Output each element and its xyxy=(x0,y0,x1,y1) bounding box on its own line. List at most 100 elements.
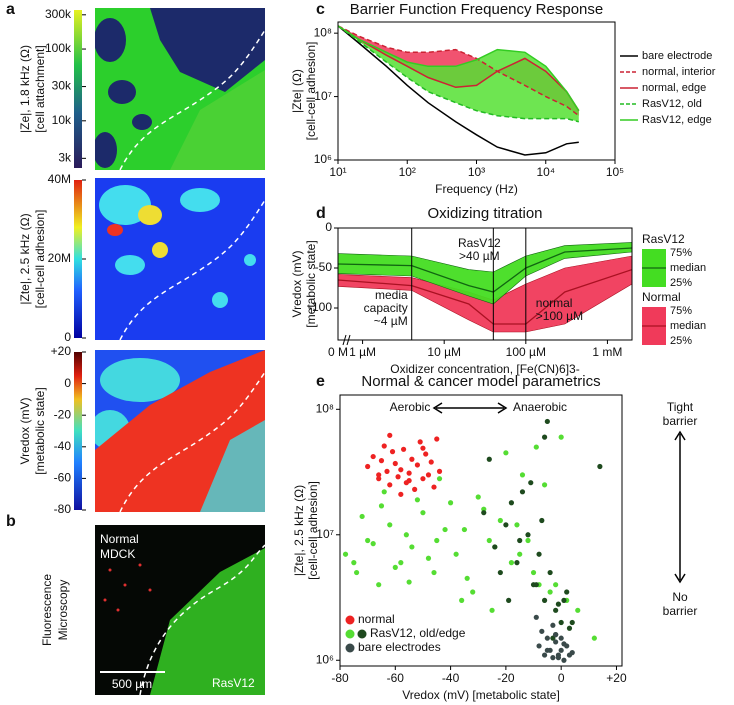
point xyxy=(597,463,603,470)
axis-label: [cell attachment] xyxy=(33,45,47,132)
point xyxy=(470,589,476,595)
x-tick-label: +20 xyxy=(606,671,627,685)
series-line xyxy=(338,25,580,117)
point xyxy=(409,544,415,550)
point xyxy=(558,647,564,653)
marks xyxy=(338,25,580,156)
point xyxy=(481,510,487,516)
chart-title: Barrier Function Frequency Response xyxy=(350,1,603,18)
colorbar-tick-label: 300k xyxy=(45,7,72,21)
marks xyxy=(342,418,603,663)
map-adhesion xyxy=(95,178,265,340)
x-tick-label: 10⁵ xyxy=(606,165,624,179)
x-tick-label: 1 µM xyxy=(349,345,376,359)
legend-label: normal xyxy=(358,612,395,626)
y-tick-label: 10⁸ xyxy=(316,401,334,415)
y-axis-label: |Zte| (Ω) xyxy=(290,69,304,113)
point xyxy=(398,467,404,473)
point xyxy=(539,517,545,524)
point xyxy=(398,560,404,566)
annotation: No xyxy=(672,590,688,604)
point xyxy=(420,476,426,482)
marks xyxy=(338,228,632,340)
point xyxy=(541,482,548,488)
point xyxy=(378,458,385,464)
point xyxy=(420,510,426,516)
colorbar-tick-label: 20M xyxy=(48,251,71,265)
point xyxy=(381,443,387,449)
point xyxy=(447,500,454,506)
point xyxy=(525,532,531,538)
point xyxy=(376,476,382,482)
legend-marker xyxy=(345,629,355,639)
point xyxy=(461,526,468,533)
map-redox xyxy=(95,350,265,512)
colorbar-tick-label: -80 xyxy=(54,502,72,516)
colorbar-tick-label: 0 xyxy=(64,376,71,390)
point xyxy=(387,432,393,438)
point xyxy=(517,551,523,557)
point xyxy=(503,522,509,528)
plot-area xyxy=(337,21,616,161)
annotation: >40 µM xyxy=(459,249,500,263)
point xyxy=(403,532,409,538)
colorbar-tick-label: 0 xyxy=(64,330,71,344)
map-attachment xyxy=(95,8,265,170)
quartile-band xyxy=(338,256,632,332)
point xyxy=(544,635,550,641)
point xyxy=(406,579,412,585)
point xyxy=(492,544,498,550)
point xyxy=(561,657,567,663)
annotation: Tight xyxy=(667,400,694,414)
annotation: barrier xyxy=(663,414,698,428)
point xyxy=(533,614,539,620)
point xyxy=(503,450,509,456)
point xyxy=(342,551,349,557)
arrows xyxy=(432,402,686,584)
panel-letter: c xyxy=(316,1,325,18)
y-tick-label: 10⁷ xyxy=(316,527,334,541)
point xyxy=(575,607,581,613)
point xyxy=(550,635,556,641)
chart-title: Oxidizing titration xyxy=(427,205,542,222)
axis-label: Vredox (mV) xyxy=(18,398,32,465)
annotation: RasV12 xyxy=(458,236,501,250)
point xyxy=(561,641,567,647)
band-area xyxy=(338,25,579,122)
point xyxy=(423,451,429,457)
series-line xyxy=(338,25,580,112)
point xyxy=(561,597,567,603)
point xyxy=(376,472,382,478)
colorbar-tick-label: -60 xyxy=(54,471,72,485)
x-tick-label: 10 µM xyxy=(427,345,461,359)
colorbar xyxy=(74,180,82,338)
colorbar-tick-label: 100k xyxy=(45,41,72,55)
point xyxy=(553,582,559,588)
point xyxy=(544,647,550,653)
point xyxy=(539,628,545,634)
legend-label: bare electrodes xyxy=(358,640,441,654)
x-axis-label: Vredox (mV) [metabolic state] xyxy=(402,688,560,702)
annotation: ~4 µM xyxy=(374,314,408,328)
y-axis-label: [cell-cell adhesion] xyxy=(306,481,320,580)
point xyxy=(550,622,556,628)
y-tick-label: 10⁶ xyxy=(316,652,334,666)
image-label: Normal xyxy=(100,532,139,546)
annotation: normal xyxy=(536,296,573,310)
point xyxy=(497,517,503,524)
legend-marker xyxy=(345,615,355,625)
point xyxy=(400,446,407,452)
axis-label: Microscopy xyxy=(56,580,70,641)
x-tick-label: 10⁴ xyxy=(536,165,555,179)
point xyxy=(506,597,512,603)
point xyxy=(365,537,371,544)
x-axis-label: Frequency (Hz) xyxy=(435,182,518,196)
annotation: >100 µM xyxy=(536,309,583,323)
y-tick-label: -100 xyxy=(308,300,332,314)
x-tick-label: 100 µM xyxy=(506,345,546,359)
point xyxy=(434,436,440,442)
legend-label: 75% xyxy=(670,247,692,259)
point xyxy=(564,589,570,595)
point xyxy=(514,522,520,528)
point xyxy=(395,474,401,480)
